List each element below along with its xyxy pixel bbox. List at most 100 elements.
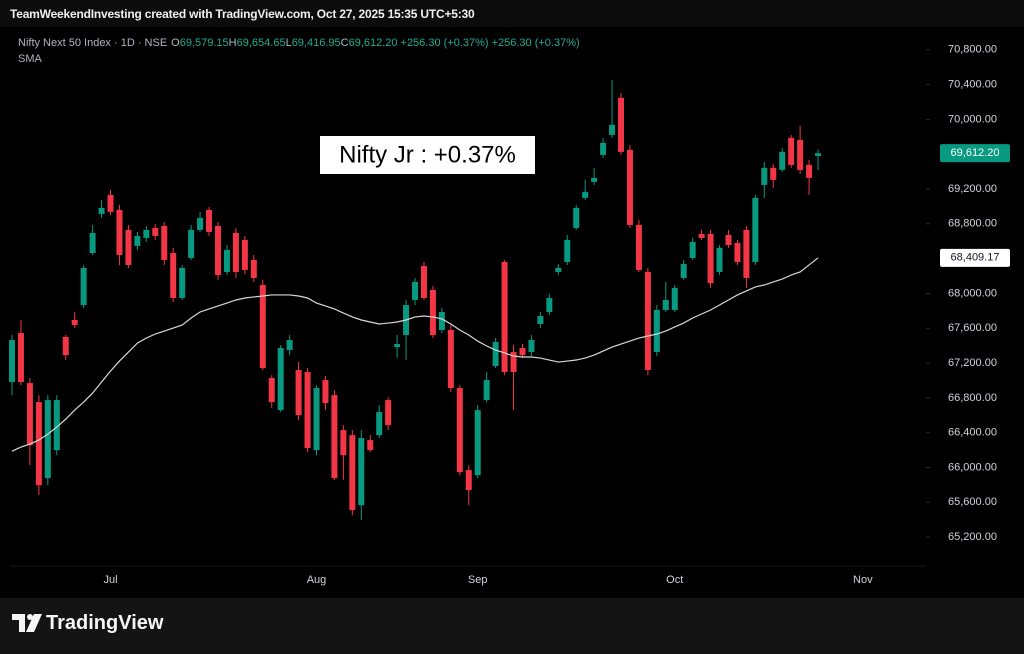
candle-body xyxy=(152,227,159,236)
candle-body xyxy=(197,217,204,230)
candle-body xyxy=(788,137,795,165)
candle-body xyxy=(188,229,195,258)
candle-body xyxy=(313,388,320,451)
brand-logo xyxy=(12,614,42,632)
ohlc-value: 69,416.95 xyxy=(291,37,341,49)
candle-body xyxy=(62,336,69,356)
candle-body xyxy=(582,191,589,198)
candle-body xyxy=(564,239,571,262)
candle-body xyxy=(815,153,822,157)
y-tick-label: 70,400.00 xyxy=(948,78,997,90)
y-tick-label: 66,000.00 xyxy=(948,461,997,473)
sma-line xyxy=(11,257,819,452)
x-tick-label: Aug xyxy=(307,574,327,586)
candle-body xyxy=(600,142,607,155)
y-tick-label: 70,800.00 xyxy=(948,44,997,56)
ohlc-value: 69,579.15 xyxy=(179,37,229,49)
candle-body xyxy=(707,233,714,284)
candle-body xyxy=(53,400,60,451)
candle-body xyxy=(134,235,141,246)
candle-body xyxy=(35,402,42,486)
candle-body xyxy=(528,340,535,353)
ohlc-key: H xyxy=(228,37,237,49)
candle-body xyxy=(420,265,427,298)
candle-body xyxy=(161,225,168,260)
indicator-name: SMA xyxy=(18,53,42,65)
candle-body xyxy=(609,124,616,135)
candles xyxy=(9,79,822,521)
candle-body xyxy=(680,263,687,278)
candle-body xyxy=(358,438,365,506)
annotation-box xyxy=(320,136,535,174)
candle-body xyxy=(268,378,275,403)
candle-body xyxy=(125,229,132,265)
candle-body xyxy=(492,342,499,367)
candle-body xyxy=(779,151,786,170)
candle-body xyxy=(340,430,347,456)
y-tick-label: 66,400.00 xyxy=(948,427,997,439)
candle-body xyxy=(89,232,96,253)
candle-body xyxy=(546,297,553,312)
x-tick-label: Nov xyxy=(853,574,873,586)
candle-body xyxy=(555,267,562,272)
change: +256.30 (+0.37%) xyxy=(400,37,489,49)
logo-part xyxy=(12,614,25,632)
y-tick-label: 65,600.00 xyxy=(948,496,997,508)
candle-body xyxy=(80,267,87,306)
annotation: Nifty Jr : +0.37% xyxy=(339,141,516,168)
candle-body xyxy=(761,167,768,185)
logo-part xyxy=(27,614,33,620)
candle-body xyxy=(725,234,732,245)
candle-body xyxy=(179,267,186,298)
candle-body xyxy=(322,380,329,404)
y-tick-label: 67,200.00 xyxy=(948,357,997,369)
ohlc-key: C xyxy=(340,37,349,49)
candle-body xyxy=(447,330,454,389)
candle-body xyxy=(241,239,248,270)
candle-body xyxy=(385,400,392,426)
candle-body xyxy=(170,252,177,298)
candle-body xyxy=(519,348,526,356)
sma-price-label: 68,409.17 xyxy=(951,252,1000,264)
candle-body xyxy=(376,412,383,436)
candle-body xyxy=(429,289,436,336)
candle-body xyxy=(412,281,419,300)
candle-body xyxy=(277,348,284,411)
x-tick-label: Sep xyxy=(468,574,488,586)
candle-body xyxy=(689,241,696,258)
footer: TradingView xyxy=(0,598,1024,654)
chart: 70,800.00 70,400.00 70,000.00 69,200.00 68,8… xyxy=(9,28,1014,596)
last-price-label: 69,612.20 xyxy=(951,147,1000,159)
candle-body xyxy=(591,177,598,182)
candle-body xyxy=(286,340,293,351)
candle-body xyxy=(662,299,669,310)
last-price-box xyxy=(940,144,1010,163)
candle-body xyxy=(349,435,356,511)
candle-body xyxy=(618,97,625,152)
candle-body xyxy=(483,380,490,401)
candle-body xyxy=(573,207,580,228)
candle-body xyxy=(806,164,813,178)
candle-body xyxy=(295,370,302,416)
candle-body xyxy=(232,232,239,272)
candle-body xyxy=(17,333,24,383)
legend: Nifty Next 50 Index · 1D · NSE O69,579.15… xyxy=(18,37,580,49)
candle-body xyxy=(98,207,105,214)
x-tick-label: Oct xyxy=(666,574,683,586)
candle-body xyxy=(44,400,51,479)
candle-body xyxy=(259,285,266,369)
candle-body xyxy=(734,242,741,262)
ohlc-key: O xyxy=(171,37,180,49)
candle-body xyxy=(331,395,338,479)
chart-panel xyxy=(10,28,1014,596)
header-bar: TeamWeekendInvesting created with Tradin… xyxy=(0,0,1024,27)
ohlc-value: 69,654.65 xyxy=(236,37,286,49)
y-tick-label: 67,600.00 xyxy=(948,322,997,334)
candle-body xyxy=(716,247,723,272)
logo-part xyxy=(26,614,42,632)
candle-body xyxy=(143,229,150,238)
candle-body xyxy=(743,229,750,278)
ohlc-value: 69,612.20 xyxy=(348,37,398,49)
y-tick-label: 69,200.00 xyxy=(948,183,997,195)
